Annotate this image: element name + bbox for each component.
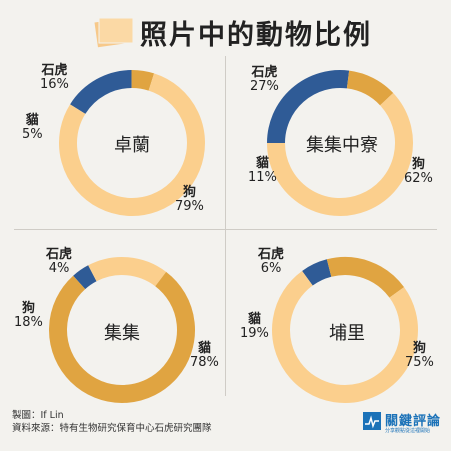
chart2-center-label: 集集中寮 bbox=[306, 135, 378, 156]
chart1-tiger-label: 石虎 16% bbox=[40, 64, 69, 92]
chart2-dog-label: 狗 62% bbox=[404, 158, 433, 186]
chart4-segment-0 bbox=[302, 259, 332, 286]
chart1-segment-2 bbox=[59, 73, 205, 216]
chart3-tiger-label: 石虎 4% bbox=[46, 248, 72, 276]
chart1-segment-0 bbox=[70, 70, 133, 115]
chart4-dog-label: 狗 75% bbox=[405, 342, 434, 370]
chart3-cat-label: 貓 78% bbox=[190, 342, 219, 370]
chart3-tiger-name: 石虎 bbox=[46, 247, 73, 262]
photo-icon bbox=[94, 17, 134, 48]
chart3-cat-value: 78% bbox=[190, 355, 219, 370]
chart2-segment-0 bbox=[267, 70, 350, 144]
chart4-dog-name: 狗 bbox=[412, 341, 426, 356]
chart4-segment-1 bbox=[326, 257, 405, 298]
vertical-divider bbox=[225, 56, 226, 396]
footer-source: 資料來源：特有生物研究保育中心石虎研究團隊 bbox=[12, 423, 212, 434]
chart2-tiger-label: 石虎 27% bbox=[250, 66, 279, 94]
chart4-segment-2 bbox=[272, 270, 418, 403]
title-bar: 照片中的動物比例 bbox=[0, 0, 451, 62]
chart2-tiger-value: 27% bbox=[250, 79, 279, 94]
chart1-cat-value: 5% bbox=[22, 127, 43, 142]
chart1-dog-label: 狗 79% bbox=[175, 186, 204, 214]
logo-tagline: 分享觀點從這裡開始 bbox=[385, 428, 431, 434]
chart3-segment-2 bbox=[49, 271, 195, 403]
footer-credit: 製圖：If Lin bbox=[12, 410, 64, 421]
footer: 製圖：If Lin 資料來源：特有生物研究保育中心石虎研究團隊 bbox=[12, 409, 212, 435]
chart2-tiger-name: 石虎 bbox=[251, 65, 278, 80]
chart2-cat-value: 11% bbox=[248, 170, 277, 185]
chart1-dog-value: 79% bbox=[175, 199, 204, 214]
chart2-segment-1 bbox=[346, 70, 394, 106]
page-title: 照片中的動物比例 bbox=[140, 20, 372, 51]
chart4-cat-name: 貓 bbox=[247, 312, 261, 327]
chart4-cat-value: 19% bbox=[240, 326, 269, 341]
chart4-cat-label: 貓 19% bbox=[240, 313, 269, 341]
logo-name: 關鍵評論 bbox=[385, 414, 442, 429]
chart1-cat-name: 貓 bbox=[25, 113, 39, 128]
chart3-segment-1 bbox=[88, 257, 167, 287]
chart4-tiger-value: 6% bbox=[260, 261, 282, 276]
chart4-center-label: 埔里 bbox=[329, 323, 365, 344]
chart1-dog-name: 狗 bbox=[182, 185, 196, 200]
brand-logo[interactable]: 關鍵評論 分享觀點從這裡開始 bbox=[363, 410, 445, 436]
logo-mark-icon bbox=[363, 412, 381, 430]
chart3-cat-name: 貓 bbox=[197, 341, 211, 356]
chart3-center-label: 集集 bbox=[104, 323, 140, 344]
chart4-dog-value: 75% bbox=[405, 355, 434, 370]
chart3-tiger-value: 4% bbox=[48, 261, 70, 276]
chart2-cat-name: 貓 bbox=[255, 156, 269, 171]
chart3-segment-0 bbox=[73, 265, 97, 290]
chart3-dog-name: 狗 bbox=[21, 301, 35, 316]
chart1-tiger-name: 石虎 bbox=[41, 63, 68, 78]
chart2-dog-value: 62% bbox=[404, 171, 433, 186]
chart1-tiger-value: 16% bbox=[40, 77, 69, 92]
chart3-dog-label: 狗 18% bbox=[14, 302, 43, 330]
chart4-tiger-name: 石虎 bbox=[258, 247, 285, 262]
chart2-cat-label: 貓 11% bbox=[248, 157, 277, 185]
chart1-segment-1 bbox=[131, 70, 155, 91]
chart2-dog-name: 狗 bbox=[411, 157, 425, 172]
chart3-dog-value: 18% bbox=[14, 315, 43, 330]
chart1-center-label: 卓蘭 bbox=[114, 135, 150, 156]
chart2-segment-2 bbox=[267, 93, 413, 216]
chart4-tiger-label: 石虎 6% bbox=[258, 248, 284, 276]
chart1-cat-label: 貓 5% bbox=[22, 114, 43, 142]
